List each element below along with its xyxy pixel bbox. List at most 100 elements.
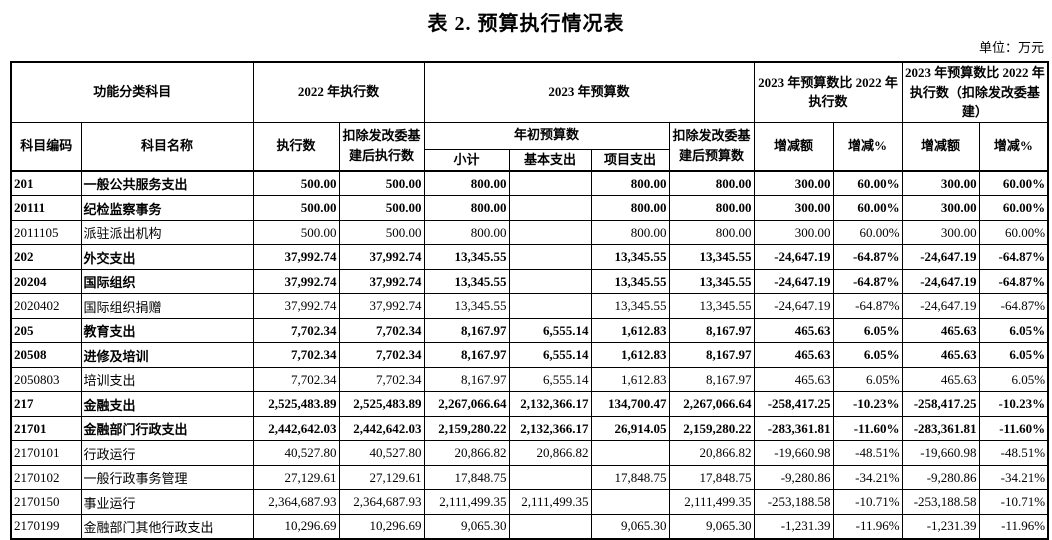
header-col-basic: 基本支出 xyxy=(508,148,592,172)
row-name: 事业运行 xyxy=(80,489,254,515)
cell-basic xyxy=(508,268,592,295)
cell-exec: 7,702.34 xyxy=(252,366,340,393)
header-group-exec-2022: 2022 年执行数 xyxy=(252,61,425,123)
cell-subtotal: 2,159,280.22 xyxy=(423,415,510,442)
header-col-budget-net: 扣除发改委基建后预算数 xyxy=(668,121,755,172)
cell-budget-net: 800.00 xyxy=(668,170,755,197)
cell-exec: 2,364,687.93 xyxy=(252,489,340,515)
row-name: 行政运行 xyxy=(80,440,254,466)
cell-project: 13,345.55 xyxy=(590,268,670,295)
cell-budget-net: 2,111,499.35 xyxy=(668,489,755,515)
row-name: 培训支出 xyxy=(80,366,254,393)
table-row: 201 一般公共服务支出 500.00 500.00 800.00 800.00 800.0… xyxy=(10,170,1049,197)
cell-exec-net: 500.00 xyxy=(338,170,425,197)
cell-change-pct: -10.71% xyxy=(832,489,903,515)
cell-project: 1,612.83 xyxy=(590,342,670,368)
table-row: 2020402 国际组织捐赠 37,992.74 37,992.74 13,345.55… xyxy=(10,293,1049,319)
cell-change-net: -24,647.19 xyxy=(901,293,980,319)
row-code: 205 xyxy=(10,317,82,344)
cell-exec: 7,702.34 xyxy=(252,342,340,368)
cell-exec-net: 500.00 xyxy=(338,219,425,246)
cell-exec-net: 7,702.34 xyxy=(338,342,425,368)
row-code: 2011105 xyxy=(10,219,82,246)
cell-change-pct: -64.87% xyxy=(832,268,903,295)
row-code: 2170199 xyxy=(10,513,82,540)
cell-change-net: 300.00 xyxy=(901,170,980,197)
row-code: 20508 xyxy=(10,342,82,368)
row-name: 金融部门其他行政支出 xyxy=(80,513,254,540)
header-group-compare: 2023 年预算数比 2022 年执行数 xyxy=(753,61,903,123)
cell-change-pct-net: -11.96% xyxy=(978,513,1049,540)
cell-exec-net: 2,442,642.03 xyxy=(338,415,425,442)
table-row: 20204 国际组织 37,992.74 37,992.74 13,345.55 13,3… xyxy=(10,268,1049,295)
cell-change-pct: 6.05% xyxy=(832,317,903,344)
cell-exec: 2,442,642.03 xyxy=(252,415,340,442)
cell-project: 1,612.83 xyxy=(590,317,670,344)
cell-change: 300.00 xyxy=(753,170,834,197)
header-col-change: 增减额 xyxy=(753,121,834,172)
row-code: 2050803 xyxy=(10,366,82,393)
row-name: 金融支出 xyxy=(80,391,254,417)
cell-project: 1,612.83 xyxy=(590,366,670,393)
cell-change-pct-net: 60.00% xyxy=(978,195,1049,221)
cell-change-net: -24,647.19 xyxy=(901,268,980,295)
cell-change-pct-net: 60.00% xyxy=(978,170,1049,197)
cell-exec: 500.00 xyxy=(252,195,340,221)
cell-exec: 7,702.34 xyxy=(252,317,340,344)
cell-change-net: 465.63 xyxy=(901,317,980,344)
cell-subtotal: 8,167.97 xyxy=(423,366,510,393)
cell-change-pct: -11.60% xyxy=(832,415,903,442)
cell-exec: 2,525,483.89 xyxy=(252,391,340,417)
cell-basic xyxy=(508,513,592,540)
cell-project: 800.00 xyxy=(590,170,670,197)
cell-budget-net: 13,345.55 xyxy=(668,244,755,270)
cell-change-net: 465.63 xyxy=(901,366,980,393)
cell-change-net: -19,660.98 xyxy=(901,440,980,466)
cell-project: 800.00 xyxy=(590,195,670,221)
table-row: 2170150 事业运行 2,364,687.93 2,364,687.93 2,111… xyxy=(10,489,1049,515)
budget-execution-table: 功能分类科目 2022 年执行数 2023 年预算数 2023 年预算数比 20… xyxy=(10,61,1050,540)
cell-subtotal: 2,267,066.64 xyxy=(423,391,510,417)
table-row: 2011105 派驻派出机构 500.00 500.00 800.00 800.00 800… xyxy=(10,219,1049,246)
cell-subtotal: 13,345.55 xyxy=(423,244,510,270)
cell-project: 13,345.55 xyxy=(590,293,670,319)
cell-project: 26,914.05 xyxy=(590,415,670,442)
cell-change-pct-net: 6.05% xyxy=(978,342,1049,368)
cell-change-pct: 60.00% xyxy=(832,170,903,197)
cell-project: 13,345.55 xyxy=(590,244,670,270)
cell-basic xyxy=(508,195,592,221)
header-col-exec-net: 扣除发改委基建后执行数 xyxy=(338,121,425,172)
header-col-change-pct-net: 增减% xyxy=(978,121,1049,172)
cell-exec: 500.00 xyxy=(252,219,340,246)
unit-label: 单位：万元 xyxy=(978,40,1044,55)
header-col-project: 项目支出 xyxy=(590,148,670,172)
cell-change-pct-net: -34.21% xyxy=(978,464,1049,491)
cell-change-pct: 6.05% xyxy=(832,366,903,393)
header-col-subtotal: 小计 xyxy=(423,148,510,172)
row-name: 国际组织捐赠 xyxy=(80,293,254,319)
cell-subtotal: 9,065.30 xyxy=(423,513,510,540)
cell-basic xyxy=(508,244,592,270)
cell-change-pct-net: 6.05% xyxy=(978,366,1049,393)
cell-project xyxy=(590,440,670,466)
cell-change-pct-net: -10.23% xyxy=(978,391,1049,417)
row-name: 金融部门行政支出 xyxy=(80,415,254,442)
cell-change-pct: -34.21% xyxy=(832,464,903,491)
cell-exec-net: 37,992.74 xyxy=(338,293,425,319)
cell-change: -19,660.98 xyxy=(753,440,834,466)
row-name: 教育支出 xyxy=(80,317,254,344)
row-name: 国际组织 xyxy=(80,268,254,295)
cell-exec-net: 7,702.34 xyxy=(338,317,425,344)
cell-exec: 10,296.69 xyxy=(252,513,340,540)
cell-exec-net: 500.00 xyxy=(338,195,425,221)
cell-change-pct-net: -48.51% xyxy=(978,440,1049,466)
cell-project: 800.00 xyxy=(590,219,670,246)
header-group-budget-2023: 2023 年预算数 xyxy=(423,61,755,123)
table-row: 20508 进修及培训 7,702.34 7,702.34 8,167.97 6,555.… xyxy=(10,342,1049,368)
row-code: 217 xyxy=(10,391,82,417)
cell-subtotal: 8,167.97 xyxy=(423,317,510,344)
cell-change-pct: -11.96% xyxy=(832,513,903,540)
cell-change: 300.00 xyxy=(753,219,834,246)
cell-change: 465.63 xyxy=(753,317,834,344)
cell-change-pct: -64.87% xyxy=(832,244,903,270)
